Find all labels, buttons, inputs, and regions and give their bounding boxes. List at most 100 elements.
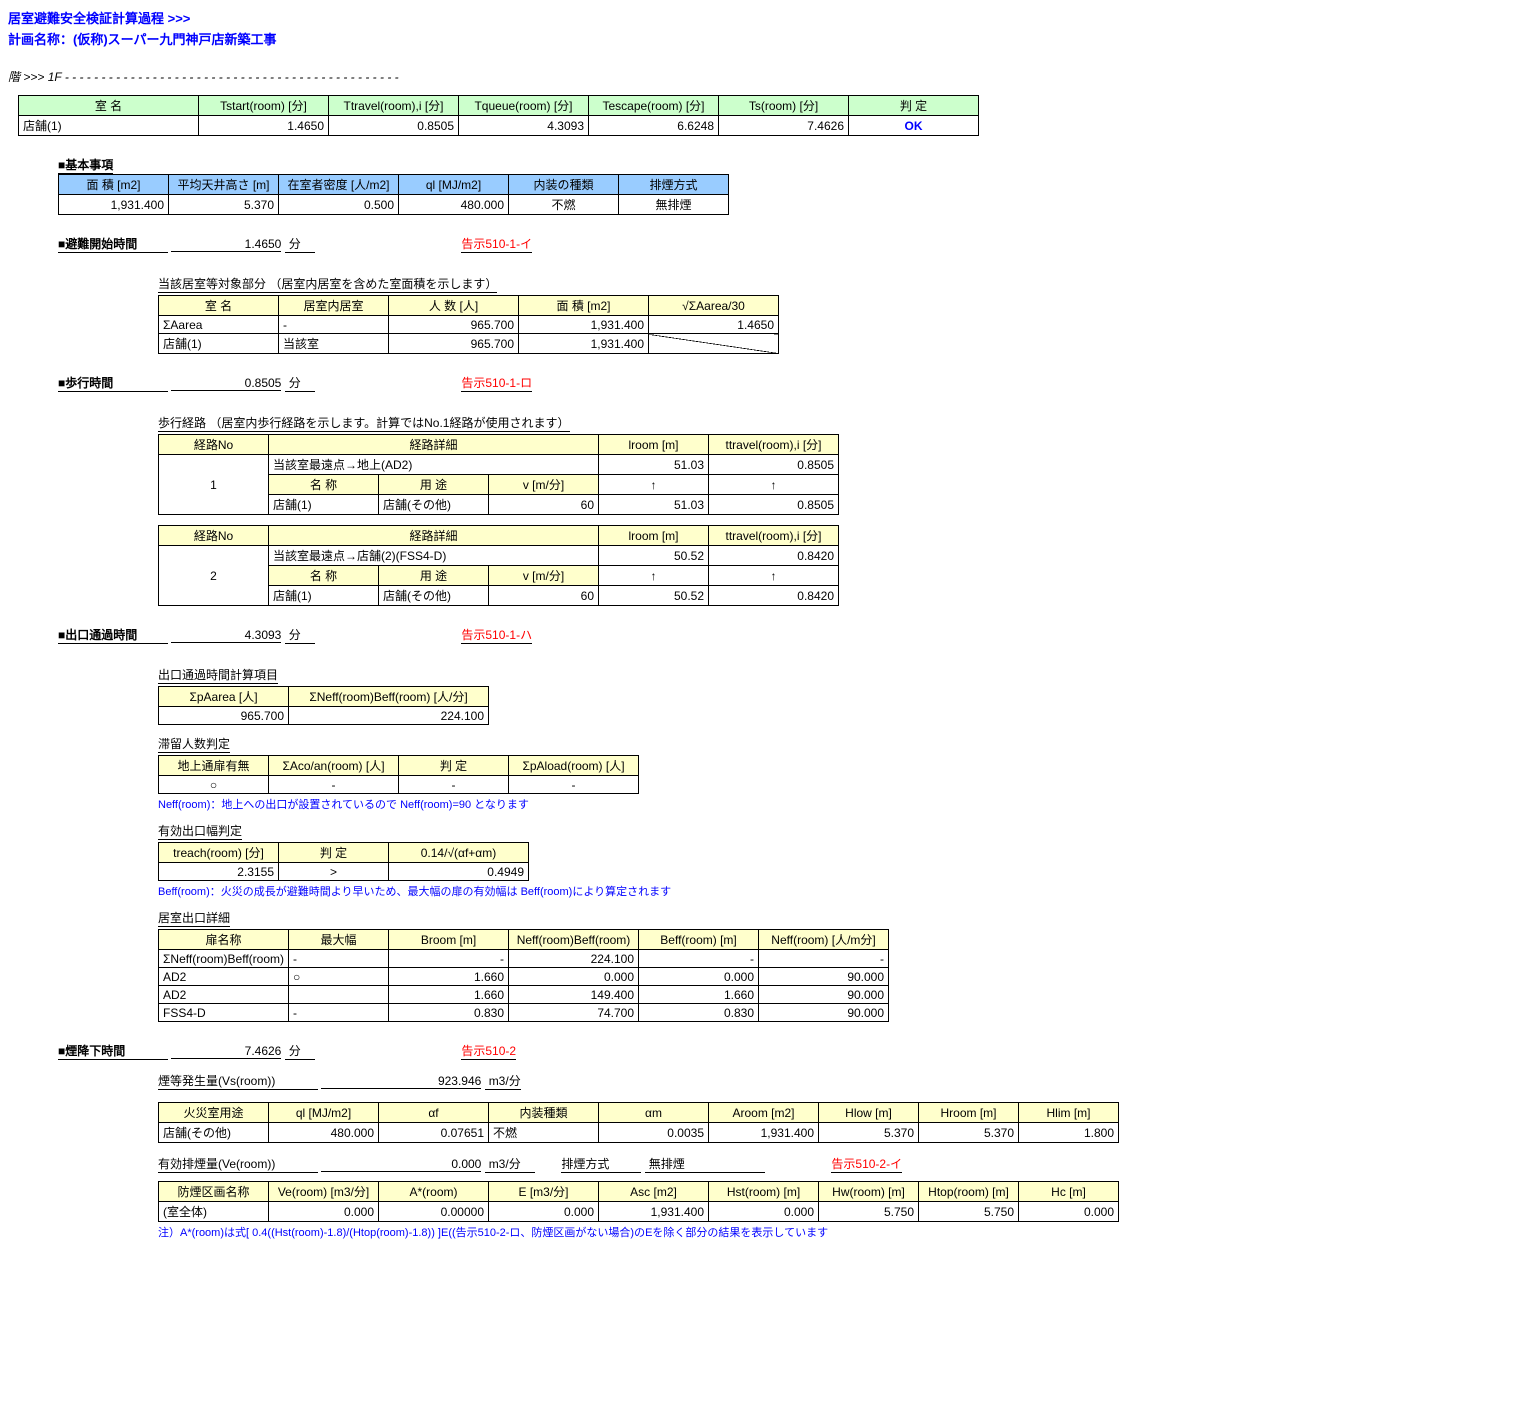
wth1: 判 定 <box>279 843 389 863</box>
zh1: Ve(room) [m3/分] <box>269 1182 379 1202</box>
w1n: 店舗(1) <box>269 495 379 515</box>
start-sub: 当該居室等対象部分 （居室内居室を含めた室面積を示します） <box>158 275 497 293</box>
calc-title: 出口通過時間計算項目 <box>158 666 278 684</box>
sr02: 965.700 <box>389 316 519 334</box>
fr4: 0.0035 <box>599 1123 709 1143</box>
d15: 90.000 <box>759 968 889 986</box>
wh21b: 用 途 <box>379 566 489 586</box>
w1d: 当該室最遠点→地上(AD2) <box>269 455 599 475</box>
sr01: - <box>279 316 389 334</box>
main-table: 室 名 Tstart(room) [分] Ttravel(room),i [分]… <box>18 95 979 136</box>
d35: 90.000 <box>759 1004 889 1022</box>
str2: - <box>399 776 509 794</box>
exit-unit: 分 <box>285 626 315 644</box>
d23: 149.400 <box>509 986 639 1004</box>
smoke-val: 7.4626 <box>171 1044 281 1059</box>
sh1: 居室内居室 <box>279 296 389 316</box>
smoke-label: ■煙降下時間 <box>58 1042 168 1060</box>
mr6: OK <box>849 116 979 136</box>
fr0: 店舗(その他) <box>159 1123 269 1143</box>
mh1: Tstart(room) [分] <box>199 96 329 116</box>
d20: AD2 <box>159 986 289 1004</box>
walk-notice: 告示510-1-ロ <box>461 374 532 392</box>
bh4: 内装の種類 <box>509 175 619 195</box>
w2no: 2 <box>159 546 269 606</box>
fr7: 5.370 <box>919 1123 1019 1143</box>
vs-val: 923.946 <box>321 1074 481 1089</box>
mh2: Ttravel(room),i [分] <box>329 96 459 116</box>
wth0: treach(room) [分] <box>159 843 279 863</box>
br4: 不燃 <box>509 195 619 215</box>
cr0: 965.700 <box>159 707 289 725</box>
walk-unit: 分 <box>285 374 315 392</box>
mr2: 0.8505 <box>329 116 459 136</box>
d31: - <box>289 1004 389 1022</box>
d33: 74.700 <box>509 1004 639 1022</box>
fr2: 0.07651 <box>379 1123 489 1143</box>
d00: ΣNeff(room)Beff(room) <box>159 950 289 968</box>
cr1: 224.100 <box>289 707 489 725</box>
fr5: 1,931.400 <box>709 1123 819 1143</box>
fr8: 1.800 <box>1019 1123 1119 1143</box>
dh4: Beff(room) [m] <box>639 930 759 950</box>
d34: 0.830 <box>639 1004 759 1022</box>
fh1: ql [MJ/m2] <box>269 1103 379 1123</box>
basic-table: 面 積 [m2] 平均天井高さ [m] 在室者密度 [人/m2] ql [MJ/… <box>58 174 729 215</box>
walk-table2: 経路No 経路詳細 lroom [m] ttravel(room),i [分] … <box>158 525 839 606</box>
wtr0: 2.3155 <box>159 863 279 881</box>
doc-title2: 計画名称：(仮称)スーパー九門神戸店新築工事 <box>8 29 1520 48</box>
d13: 0.000 <box>509 968 639 986</box>
wtr1: > <box>279 863 389 881</box>
ve-label: 有効排煙量(Ve(room)) <box>158 1155 318 1173</box>
w1v: 60 <box>489 495 599 515</box>
mh0: 室 名 <box>19 96 199 116</box>
sr04: 1.4650 <box>649 316 779 334</box>
sr13: 1,931.400 <box>519 334 649 354</box>
w1t2: 0.8505 <box>709 495 839 515</box>
zh8: Hc [m] <box>1019 1182 1119 1202</box>
start-label: ■避難開始時間 <box>58 235 168 253</box>
sh0: 室 名 <box>159 296 279 316</box>
d22: 1.660 <box>389 986 509 1004</box>
zr8: 0.000 <box>1019 1202 1119 1222</box>
zh2: A*(room) <box>379 1182 489 1202</box>
mh6: 判 定 <box>849 96 979 116</box>
sh2: 人 数 [人] <box>389 296 519 316</box>
zh5: Hst(room) [m] <box>709 1182 819 1202</box>
mh5: Ts(room) [分] <box>719 96 849 116</box>
sth0: 地上通扉有無 <box>159 756 269 776</box>
sr10: 店舗(1) <box>159 334 279 354</box>
wth2: 0.14/√(αf+αm) <box>389 843 529 863</box>
start-table: 室 名 居室内居室 人 数 [人] 面 積 [m2] √ΣAarea/30 ΣA… <box>158 295 779 354</box>
sh4: √ΣAarea/30 <box>649 296 779 316</box>
wh12b: lroom [m] <box>599 526 709 546</box>
mr4: 6.6248 <box>589 116 719 136</box>
zh7: Htop(room) [m] <box>919 1182 1019 1202</box>
bh5: 排煙方式 <box>619 175 729 195</box>
w2n: 店舗(1) <box>269 586 379 606</box>
width-title: 有効出口幅判定 <box>158 822 242 840</box>
w2us: 店舗(その他) <box>379 586 489 606</box>
smoke-notice: 告示510-2 <box>461 1042 516 1060</box>
wh21: 用 途 <box>379 475 489 495</box>
sr11: 当該室 <box>279 334 389 354</box>
dh0: 扉名称 <box>159 930 289 950</box>
d30: FSS4-D <box>159 1004 289 1022</box>
wh10: 経路No <box>159 435 269 455</box>
zr1: 0.000 <box>269 1202 379 1222</box>
d21 <box>289 986 389 1004</box>
w1no: 1 <box>159 455 269 515</box>
sth2: 判 定 <box>399 756 509 776</box>
zone-table: 防煙区画名称 Ve(room) [m3/分] A*(room) E [m3/分]… <box>158 1181 1119 1222</box>
stay-title: 滞留人数判定 <box>158 735 230 753</box>
sth1: ΣAco/an(room) [人] <box>269 756 399 776</box>
stay-table: 地上通扉有無 ΣAco/an(room) [人] 判 定 ΣpAload(roo… <box>158 755 639 794</box>
wh11: 経路詳細 <box>269 435 599 455</box>
mh3: Tqueue(room) [分] <box>459 96 589 116</box>
wh11b: 経路詳細 <box>269 526 599 546</box>
w1l: 51.03 <box>599 455 709 475</box>
d04: - <box>639 950 759 968</box>
br1: 5.370 <box>169 195 279 215</box>
sth3: ΣpAload(room) [人] <box>509 756 639 776</box>
mr5: 7.4626 <box>719 116 849 136</box>
